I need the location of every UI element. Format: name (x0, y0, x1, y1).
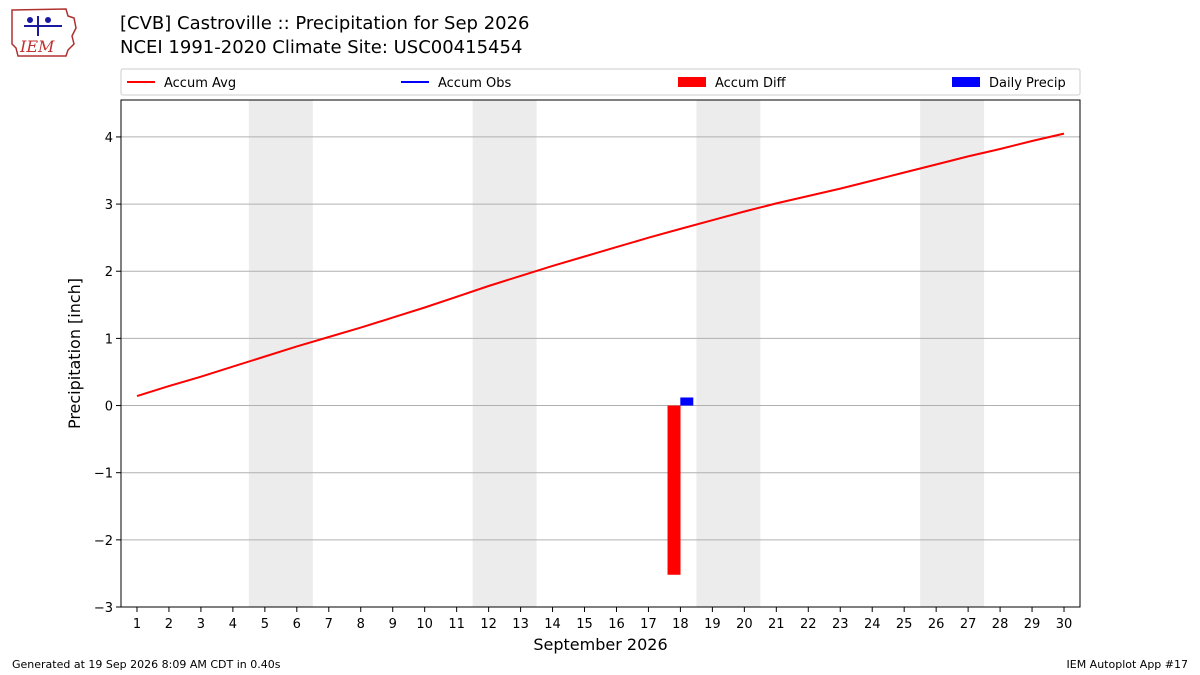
x-tick-label: 6 (293, 617, 301, 632)
accum-diff-bar (667, 405, 681, 575)
y-tick-label: −2 (94, 534, 113, 549)
x-tick-label: 3 (197, 617, 205, 632)
x-tick-label: 7 (325, 617, 333, 632)
weekend-band (472, 100, 537, 607)
x-tick-label: 10 (416, 617, 433, 632)
y-tick-label: 0 (105, 400, 113, 415)
iem-logo-text: IEM (19, 37, 55, 56)
x-tick-label: 28 (992, 617, 1009, 632)
chart-subtitle: NCEI 1991-2020 Climate Site: USC00415454 (120, 37, 523, 58)
chart-title: [CVB] Castroville :: Precipitation for S… (120, 13, 530, 34)
x-tick-label: 11 (448, 617, 465, 632)
y-tick-label: 4 (105, 131, 113, 146)
x-tick-label: 21 (768, 617, 785, 632)
y-tick-label: 1 (105, 332, 113, 347)
legend-box (120, 68, 1081, 96)
generated-timestamp: Generated at 19 Sep 2026 8:09 AM CDT in … (12, 658, 281, 671)
legend-swatch (678, 77, 706, 87)
x-tick-label: 20 (736, 617, 753, 632)
x-tick-label: 1 (133, 617, 141, 632)
accum-avg-line (136, 132, 1065, 398)
y-tick-label: 3 (105, 198, 113, 213)
x-tick-label: 14 (544, 617, 561, 632)
legend-label: Daily Precip (989, 76, 1066, 91)
x-tick-label: 26 (928, 617, 945, 632)
x-tick-label: 12 (480, 617, 497, 632)
x-tick-label: 25 (896, 617, 913, 632)
weekend-band (920, 100, 985, 607)
x-axis-label: September 2026 (533, 635, 667, 654)
y-tick-label: −3 (94, 601, 113, 616)
daily-precip-bar (680, 397, 694, 406)
x-tick-label: 13 (512, 617, 529, 632)
x-tick-label: 19 (704, 617, 721, 632)
weekend-band (696, 100, 761, 607)
x-tick-label: 29 (1024, 617, 1041, 632)
x-tick-label: 16 (608, 617, 625, 632)
x-tick-label: 18 (672, 617, 689, 632)
iem-logo-icon: IEM (11, 8, 77, 57)
legend-swatch (952, 77, 980, 87)
x-tick-label: 23 (832, 617, 849, 632)
legend-label: Accum Diff (715, 76, 787, 91)
x-tick-label: 30 (1056, 617, 1073, 632)
autoplot-app-label: IEM Autoplot App #17 (1066, 658, 1189, 671)
x-tick-label: 9 (389, 617, 397, 632)
x-tick-label: 8 (357, 617, 365, 632)
x-tick-label: 2 (165, 617, 173, 632)
weekend-band (248, 100, 313, 607)
x-tick-label: 22 (800, 617, 817, 632)
x-tick-label: 27 (960, 617, 977, 632)
x-tick-label: 24 (864, 617, 881, 632)
plot-frame (120, 99, 1081, 608)
y-tick-label: 2 (105, 265, 113, 280)
y-tick-label: −1 (94, 467, 113, 482)
x-tick-label: 4 (229, 617, 237, 632)
legend-label: Accum Avg (164, 76, 236, 91)
legend-label: Accum Obs (438, 76, 511, 91)
x-tick-label: 17 (640, 617, 657, 632)
x-tick-label: 5 (261, 617, 269, 632)
x-tick-label: 15 (576, 617, 593, 632)
y-axis-label: Precipitation [inch] (65, 278, 84, 429)
